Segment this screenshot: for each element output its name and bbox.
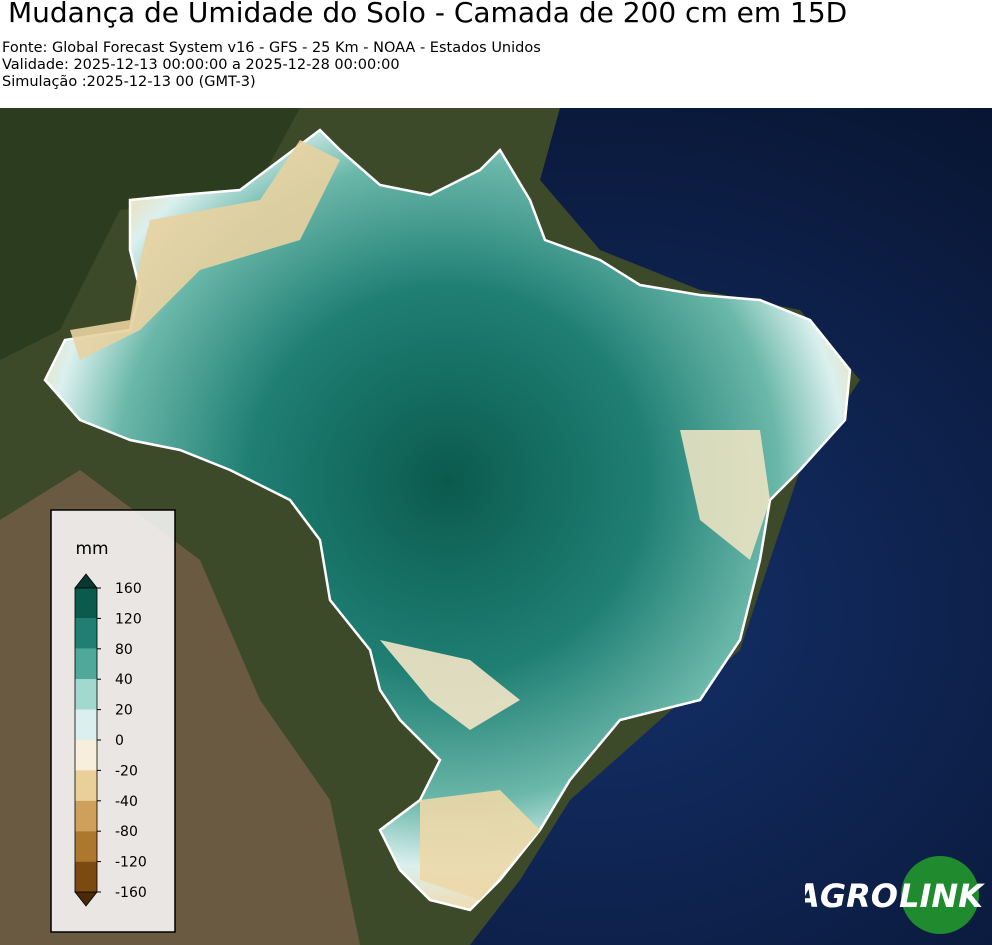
validity-line: Validade: 2025-12-13 00:00:00 a 2025-12-… — [2, 57, 400, 73]
colorbar-segment — [75, 831, 97, 862]
colorbar-segment — [75, 618, 97, 649]
colorbar-segment — [75, 861, 97, 892]
colorbar-segment — [75, 740, 97, 771]
map — [0, 108, 992, 945]
title: Mudança de Umidade do Solo - Camada de 2… — [8, 0, 848, 29]
simulation-line: Simulação :2025-12-13 00 (GMT-3) — [2, 74, 256, 90]
colorbar-tick-label: 0 — [115, 733, 124, 749]
colorbar-tick-label: -160 — [115, 885, 147, 901]
colorbar-segment — [75, 679, 97, 710]
dry-east — [680, 430, 770, 560]
colorbar-segment — [75, 770, 97, 801]
dry-north — [70, 140, 340, 360]
land-north — [0, 108, 300, 360]
colorbar-tick-label: -80 — [115, 824, 138, 840]
colorbar-tick-label: 80 — [115, 642, 133, 658]
colorbar-tick-label: -40 — [115, 794, 138, 810]
colorbar-segment — [75, 800, 97, 832]
source-line: Fonte: Global Forecast System v16 - GFS … — [2, 40, 541, 56]
colorbar-segment — [75, 709, 97, 740]
colorbar-tick-label: 40 — [115, 672, 133, 688]
colorbar-box — [50, 509, 176, 933]
logo: AGRO LINK — [805, 856, 985, 934]
colorbar-tick-label: -120 — [115, 855, 147, 871]
logo-left: AGRO — [805, 877, 898, 915]
dry-center — [380, 640, 520, 730]
colorbar-tick-label: 120 — [115, 611, 142, 627]
logo-circle — [901, 856, 979, 934]
colorbar-tick-label: -20 — [115, 763, 138, 779]
brazil — [43, 128, 852, 912]
logo-right: LINK — [899, 877, 985, 915]
colorbar-unit: mm — [75, 539, 108, 559]
colorbar-tick-label: 20 — [115, 703, 133, 719]
colorbar-segment — [75, 648, 97, 680]
colorbar: mm 160 120 80 40 20 0 -20 -40 -80 -120 -160 — [50, 509, 176, 933]
dry-south — [420, 790, 540, 900]
colorbar-segment — [75, 588, 97, 619]
colorbar-tick-label: 160 — [115, 581, 142, 597]
